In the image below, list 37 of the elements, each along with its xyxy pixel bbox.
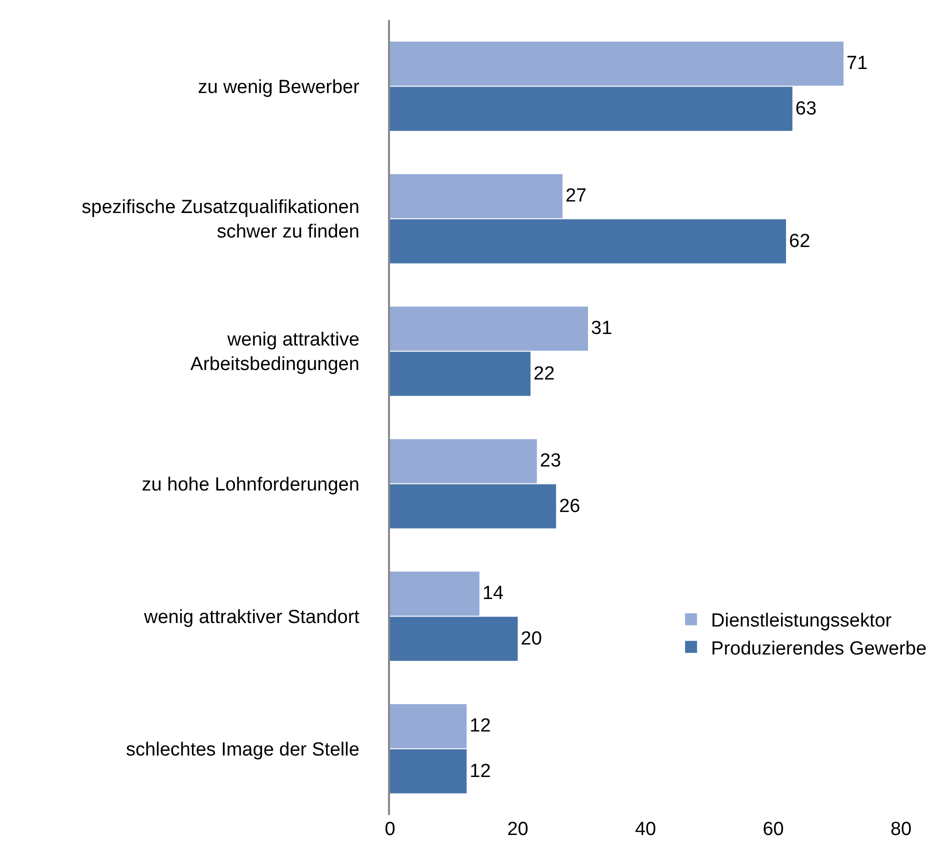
- legend-label: Dienstleistungssektor: [711, 610, 892, 632]
- data-label: 26: [559, 496, 580, 517]
- bar: [390, 704, 467, 748]
- data-label: 31: [591, 318, 612, 340]
- data-label: 20: [520, 628, 542, 650]
- bar: [390, 484, 556, 528]
- data-label: 14: [482, 583, 504, 604]
- x-tick-label: 80: [890, 819, 912, 840]
- data-label: 12: [470, 760, 491, 782]
- bar: [390, 749, 467, 794]
- bar: [390, 439, 537, 484]
- bar: [390, 86, 792, 131]
- bar: [390, 174, 562, 218]
- data-label: 27: [565, 186, 587, 207]
- data-label: 71: [846, 53, 868, 74]
- data-label: 12: [470, 716, 491, 737]
- x-tick-label: 20: [507, 819, 528, 840]
- x-tick-label: 40: [634, 819, 656, 840]
- bar: [390, 572, 480, 616]
- data-label: 23: [540, 450, 562, 472]
- y-tick-label: schlechtes Image der Stelle: [126, 739, 360, 760]
- y-tick-label: zu hohe Lohnforderungen: [142, 474, 360, 496]
- x-tick-label: 0: [384, 819, 396, 840]
- data-label: 63: [795, 98, 817, 120]
- bar: [390, 306, 588, 351]
- legend-label: Produzierendes Gewerbe: [711, 638, 927, 660]
- y-tick-label: zu wenig Bewerber: [198, 76, 360, 98]
- y-tick-label: wenig attraktiver Standort: [142, 606, 360, 628]
- bar: [390, 42, 844, 86]
- data-label: 22: [534, 363, 555, 384]
- bar: [390, 616, 518, 661]
- data-label: 62: [789, 230, 810, 252]
- bar: [390, 219, 786, 264]
- bar: [390, 352, 531, 396]
- x-tick-label: 60: [762, 819, 784, 840]
- y-tick-label: wenig attraktive Arbeitsbedingungen: [190, 330, 360, 376]
- y-tick-label: spezifische Zusatzqualifikationen schwer zu finden: [82, 197, 360, 243]
